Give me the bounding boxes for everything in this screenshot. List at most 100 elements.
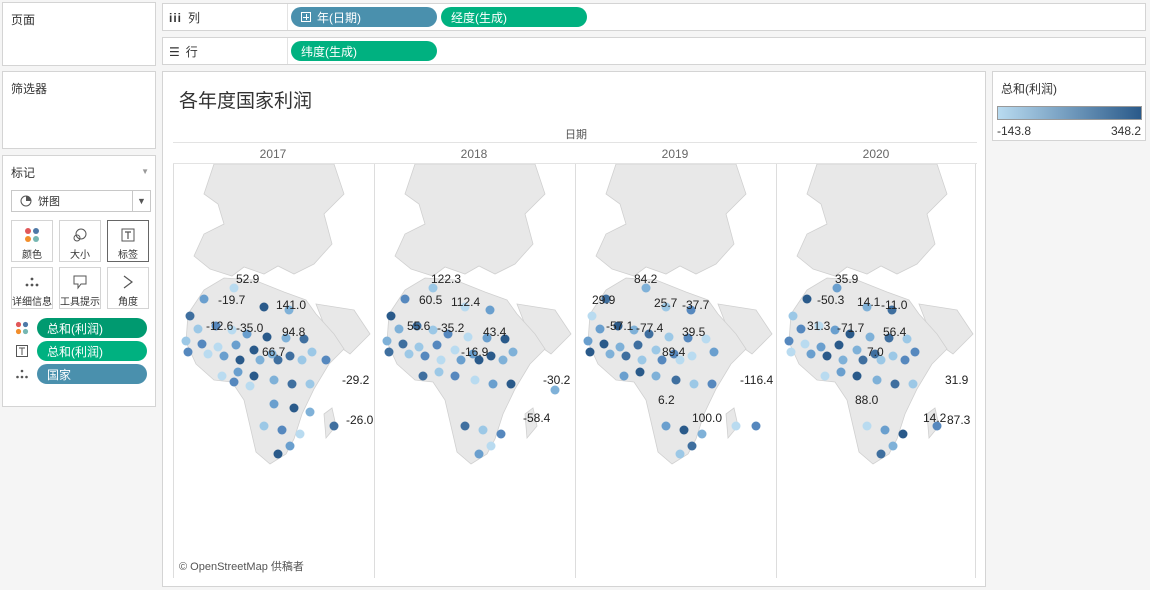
country-pie-mark[interactable] [432, 340, 442, 350]
africa-map-2017[interactable]: 52.9 -19.7 141.0 -12.6 -35.0 94.8 66.7 -29.2 -26… [174, 164, 373, 578]
country-pie-mark[interactable] [687, 441, 697, 451]
pill-latitude[interactable]: 纬度(生成) [291, 41, 437, 61]
country-pie-mark[interactable] [621, 351, 631, 361]
country-pie-mark[interactable] [281, 333, 291, 343]
country-pie-mark[interactable] [876, 449, 886, 459]
country-pie-mark[interactable] [219, 351, 229, 361]
country-pie-mark[interactable] [865, 332, 875, 342]
country-pie-mark[interactable] [305, 407, 315, 417]
country-pie-mark[interactable] [876, 355, 886, 365]
country-pie-mark[interactable] [478, 425, 488, 435]
country-pie-mark[interactable] [585, 347, 595, 357]
country-pie-mark[interactable] [675, 449, 685, 459]
country-pie-mark[interactable] [287, 379, 297, 389]
country-pie-mark[interactable] [474, 449, 484, 459]
country-pie-mark[interactable] [284, 305, 294, 315]
country-pie-mark[interactable] [651, 345, 661, 355]
country-pie-mark[interactable] [414, 342, 424, 352]
country-pie-mark[interactable] [384, 347, 394, 357]
pages-card[interactable]: 页面 [2, 2, 156, 66]
country-pie-mark[interactable] [249, 371, 259, 381]
color-button[interactable]: 颜色 [11, 220, 53, 262]
pill-year-date[interactable]: 年(日期) [291, 7, 437, 27]
angle-button[interactable]: 角度 [107, 267, 149, 309]
country-pie-mark[interactable] [595, 324, 605, 334]
label-button[interactable]: 标签 [107, 220, 149, 262]
country-pie-mark[interactable] [834, 340, 844, 350]
country-pie-mark[interactable] [852, 371, 862, 381]
country-pie-mark[interactable] [887, 305, 897, 315]
country-pie-mark[interactable] [637, 355, 647, 365]
country-pie-mark[interactable] [463, 332, 473, 342]
country-pie-mark[interactable] [418, 371, 428, 381]
africa-map-2019[interactable]: 84.2 29.9 25.7 -37.7 -57.1 -77.4 39.5 89.4 -116.… [576, 164, 775, 578]
country-pie-mark[interactable] [436, 355, 446, 365]
country-pie-mark[interactable] [508, 347, 518, 357]
country-pie-mark[interactable] [697, 429, 707, 439]
country-pie-mark[interactable] [460, 302, 470, 312]
rows-shelf[interactable]: ☰ 行 纬度(生成) [162, 37, 1146, 65]
country-pie-mark[interactable] [657, 355, 667, 365]
country-pie-mark[interactable] [289, 403, 299, 413]
country-pie-mark[interactable] [295, 429, 305, 439]
columns-shelf[interactable]: iii 列 年(日期) 经度(生成) [162, 3, 1146, 31]
country-pie-mark[interactable] [450, 345, 460, 355]
country-pie-mark[interactable] [307, 347, 317, 357]
country-pie-mark[interactable] [262, 332, 272, 342]
country-pie-mark[interactable] [235, 355, 245, 365]
country-pie-mark[interactable] [259, 302, 269, 312]
country-pie-mark[interactable] [599, 339, 609, 349]
country-pie-mark[interactable] [910, 347, 920, 357]
country-pie-mark[interactable] [382, 336, 392, 346]
country-pie-mark[interactable] [181, 336, 191, 346]
country-pie-mark[interactable] [460, 421, 470, 431]
country-pie-mark[interactable] [217, 371, 227, 381]
country-pie-mark[interactable] [213, 342, 223, 352]
country-pie-mark[interactable] [890, 379, 900, 389]
country-pie-mark[interactable] [686, 305, 696, 315]
country-pie-mark[interactable] [587, 311, 597, 321]
country-pie-mark[interactable] [900, 355, 910, 365]
size-button[interactable]: 大小 [59, 220, 101, 262]
country-pie-mark[interactable] [488, 379, 498, 389]
country-pie-mark[interactable] [285, 441, 295, 451]
country-pie-mark[interactable] [242, 329, 252, 339]
map-credit[interactable]: © OpenStreetMap 供稿者 [179, 561, 304, 573]
country-pie-mark[interactable] [297, 355, 307, 365]
country-pie-mark[interactable] [203, 349, 213, 359]
country-pie-mark[interactable] [434, 367, 444, 377]
country-pie-mark[interactable] [822, 351, 832, 361]
country-pie-mark[interactable] [197, 339, 207, 349]
country-pie-mark[interactable] [245, 381, 255, 391]
country-pie-mark[interactable] [550, 385, 560, 395]
country-pie-mark[interactable] [701, 334, 711, 344]
country-pie-mark[interactable] [661, 421, 671, 431]
country-pie-mark[interactable] [852, 345, 862, 355]
country-pie-mark[interactable] [229, 377, 239, 387]
country-pie-mark[interactable] [231, 340, 241, 350]
marks-menu-icon[interactable]: ▼ [141, 167, 149, 176]
country-pie-mark[interactable] [506, 379, 516, 389]
country-pie-mark[interactable] [707, 379, 717, 389]
country-pie-mark[interactable] [259, 421, 269, 431]
country-pie-mark[interactable] [661, 302, 671, 312]
country-pie-mark[interactable] [908, 379, 918, 389]
country-pie-mark[interactable] [386, 311, 396, 321]
country-pie-mark[interactable] [450, 371, 460, 381]
country-pie-mark[interactable] [784, 336, 794, 346]
country-pie-mark[interactable] [932, 421, 942, 431]
country-pie-mark[interactable] [635, 367, 645, 377]
country-pie-mark[interactable] [898, 429, 908, 439]
country-pie-mark[interactable] [615, 342, 625, 352]
country-pie-mark[interactable] [428, 325, 438, 335]
country-pie-mark[interactable] [751, 421, 761, 431]
country-pie-mark[interactable] [806, 349, 816, 359]
country-pie-mark[interactable] [788, 311, 798, 321]
country-pie-mark[interactable] [500, 334, 510, 344]
country-pie-mark[interactable] [285, 351, 295, 361]
country-pie-mark[interactable] [305, 379, 315, 389]
country-pie-mark[interactable] [255, 355, 265, 365]
field-pill-color[interactable]: 总和(利润) [37, 318, 147, 338]
country-pie-mark[interactable] [474, 355, 484, 365]
country-pie-mark[interactable] [185, 311, 195, 321]
